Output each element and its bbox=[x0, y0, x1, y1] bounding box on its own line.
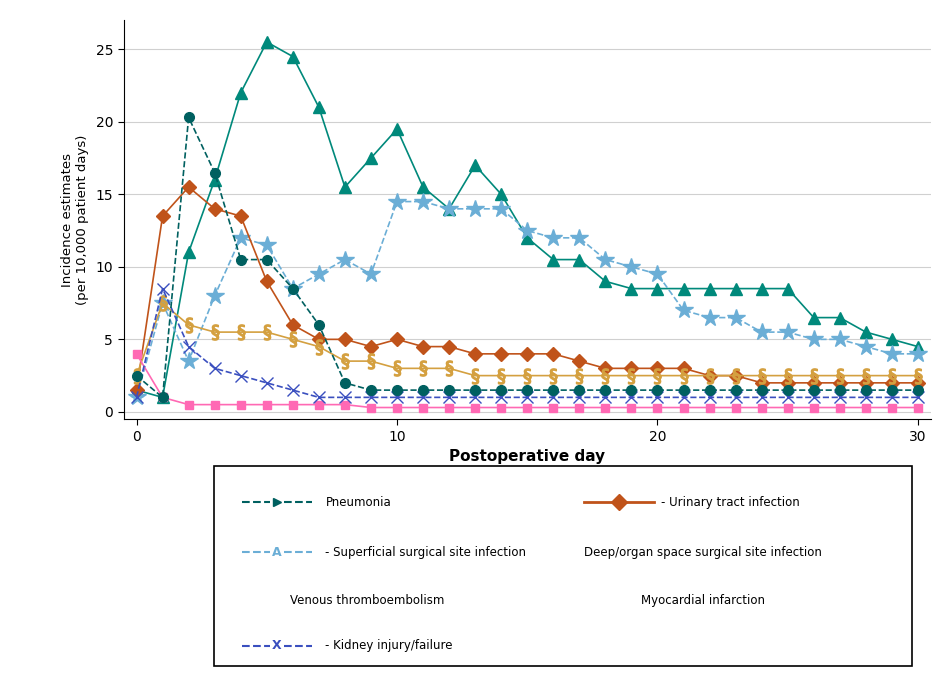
Text: - Superficial surgical site infection: - Superficial surgical site infection bbox=[326, 546, 526, 558]
X-axis label: Postoperative day: Postoperative day bbox=[449, 449, 605, 464]
Text: X: X bbox=[272, 639, 281, 652]
Text: Pneumonia: Pneumonia bbox=[326, 496, 391, 509]
Y-axis label: Incidence estimates
(per 10,000 patient days): Incidence estimates (per 10,000 patient … bbox=[61, 135, 88, 305]
Text: - Kidney injury/failure: - Kidney injury/failure bbox=[326, 639, 453, 652]
Text: Venous thromboembolism: Venous thromboembolism bbox=[290, 594, 445, 606]
Text: A: A bbox=[272, 546, 281, 558]
Text: - Urinary tract infection: - Urinary tract infection bbox=[660, 496, 799, 509]
Text: Deep/organ space surgical site infection: Deep/organ space surgical site infection bbox=[584, 546, 822, 558]
Text: Myocardial infarction: Myocardial infarction bbox=[640, 594, 765, 606]
